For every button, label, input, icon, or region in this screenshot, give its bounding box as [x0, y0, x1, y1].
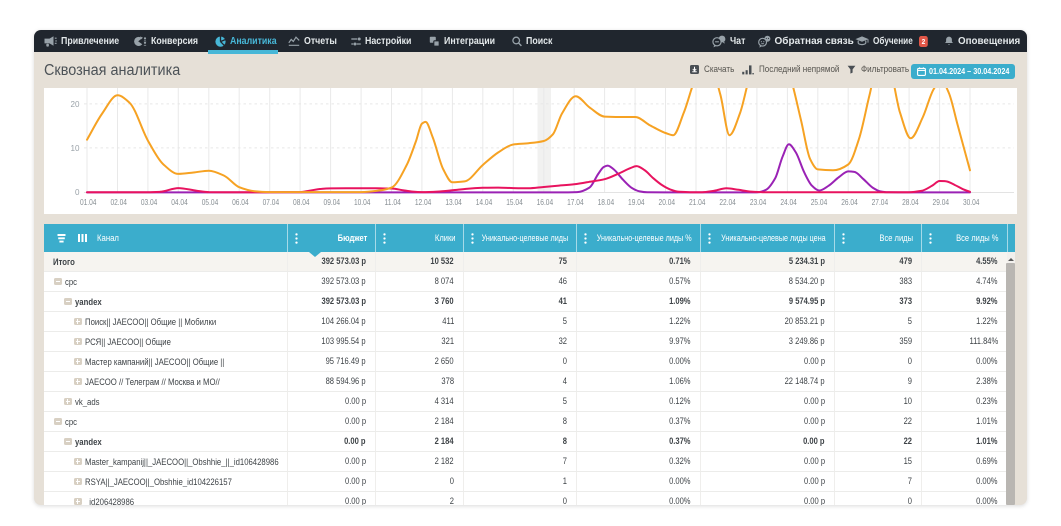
svg-text:30.04: 30.04 [963, 196, 980, 206]
svg-text:12.04: 12.04 [415, 196, 432, 206]
svg-text:16.04: 16.04 [537, 196, 554, 206]
svg-text:03.04: 03.04 [141, 196, 158, 206]
svg-text:27.04: 27.04 [872, 196, 889, 206]
svg-text:09.04: 09.04 [324, 196, 341, 206]
svg-text:22.04: 22.04 [719, 196, 736, 206]
svg-text:17.04: 17.04 [567, 196, 584, 206]
svg-text:13.04: 13.04 [445, 196, 462, 206]
svg-text:0: 0 [75, 187, 80, 197]
svg-text:01.04: 01.04 [80, 196, 97, 206]
svg-text:15.04: 15.04 [506, 196, 523, 206]
svg-text:14.04: 14.04 [476, 196, 493, 206]
svg-text:04.04: 04.04 [171, 196, 188, 206]
svg-text:26.04: 26.04 [841, 196, 858, 206]
svg-text:24.04: 24.04 [780, 196, 797, 206]
svg-text:10: 10 [71, 142, 80, 152]
svg-text:10.04: 10.04 [354, 196, 371, 206]
svg-text:28.04: 28.04 [902, 196, 919, 206]
svg-text:21.04: 21.04 [689, 196, 706, 206]
svg-text:07.04: 07.04 [263, 196, 280, 206]
svg-text:02.04: 02.04 [110, 196, 127, 206]
svg-text:19.04: 19.04 [628, 196, 645, 206]
svg-text:29.04: 29.04 [933, 196, 950, 206]
svg-text:20.04: 20.04 [659, 196, 676, 206]
svg-text:18.04: 18.04 [598, 196, 615, 206]
svg-text:20: 20 [71, 98, 80, 108]
svg-text:06.04: 06.04 [232, 196, 249, 206]
svg-text:05.04: 05.04 [202, 196, 219, 206]
svg-text:23.04: 23.04 [750, 196, 767, 206]
svg-text:08.04: 08.04 [293, 196, 310, 206]
svg-text:11.04: 11.04 [384, 196, 401, 206]
svg-text:25.04: 25.04 [811, 196, 828, 206]
